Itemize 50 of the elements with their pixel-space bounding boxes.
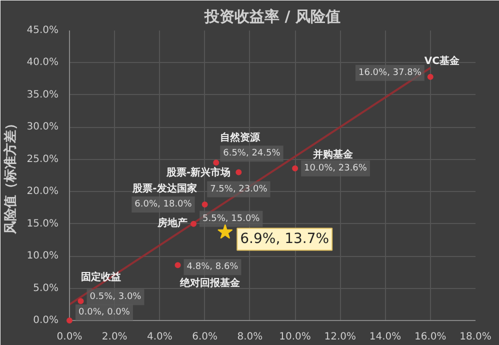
data-label: 10.0%, 23.6% <box>304 163 368 174</box>
annotation: 自然资源 <box>220 132 262 144</box>
point <box>236 169 242 176</box>
data-label: 4.8%, 8.6% <box>186 262 239 272</box>
y-tick-label: 5.0% <box>33 282 58 294</box>
x-tick-label: 10.0% <box>279 332 311 342</box>
x-tick-label: 14.0% <box>369 332 402 342</box>
x-tick-label: 8.0% <box>237 332 263 342</box>
point <box>174 262 181 268</box>
y-tick-label: 45.0% <box>26 25 59 36</box>
point <box>190 220 197 227</box>
y-tick-label: 30.0% <box>26 122 59 133</box>
x-tick-label: 18.0% <box>460 332 492 342</box>
x-tick-label: 4.0% <box>147 332 172 342</box>
y-tick-label: 20.0% <box>26 186 59 198</box>
x-tick-label: 0.0% <box>56 332 82 342</box>
x-tick-label: 12.0% <box>324 332 356 342</box>
point <box>427 74 434 80</box>
y-tick-label: 10.0% <box>26 250 59 262</box>
data-label: 16.0%, 37.8% <box>358 68 422 78</box>
annotation: VC基金 <box>424 54 460 67</box>
data-label: 7.5%, 23.0% <box>210 184 268 194</box>
data-label: 0.5%, 3.0% <box>90 292 142 302</box>
data-label: 6.5%, 24.5% <box>223 148 281 159</box>
point <box>202 202 208 208</box>
data-label: 6.0%, 18.0% <box>134 200 192 210</box>
annotation: 股票-新兴市场 <box>166 166 231 178</box>
y-tick-label: 35.0% <box>26 89 59 100</box>
data-label: 0.0%, 0.0% <box>78 308 130 318</box>
x-tick-label: 2.0% <box>102 332 128 342</box>
point <box>78 298 84 304</box>
annotation: 固定收益 <box>80 271 121 284</box>
point <box>213 160 220 166</box>
annotation: 房地产 <box>156 216 188 229</box>
annotation: 并购基金 <box>312 148 354 160</box>
data-label: 5.5%, 15.0% <box>202 214 260 224</box>
y-tick-label: 40.0% <box>26 57 59 68</box>
y-axis-title: 风险值（标准方差） <box>2 117 19 235</box>
y-tick-label: 25.0% <box>26 154 59 165</box>
annotation: 股票-发达国家 <box>132 182 197 194</box>
point <box>218 224 233 239</box>
y-tick-label: 15.0% <box>26 218 59 230</box>
annotation: 绝对回报基金 <box>178 277 241 290</box>
y-tick-label: 0.0% <box>33 315 58 326</box>
x-tick-label: 6.0% <box>192 332 218 342</box>
point <box>66 318 72 324</box>
point <box>292 165 298 172</box>
x-tick-label: 16.0% <box>414 332 446 342</box>
data-label: 6.9%, 13.7% <box>240 231 330 248</box>
chart-title: 投资收益率 / 风险值 <box>204 8 340 26</box>
